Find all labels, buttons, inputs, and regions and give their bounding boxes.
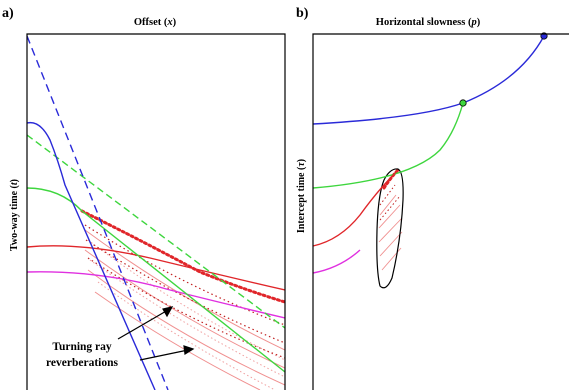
pink-hatch-lines — [378, 194, 403, 271]
magenta-arrival-curve — [27, 271, 285, 319]
blue-arrival-curve — [27, 121, 156, 390]
panel-b-plot — [312, 32, 569, 390]
red-bold-dotted-curve — [80, 209, 285, 304]
tau-p-loop — [376, 168, 404, 289]
green-dashed-line — [27, 134, 285, 329]
annotation-line-1: Turning ray — [52, 341, 112, 353]
annotation-arrows — [117, 306, 195, 361]
annotation-line-2: reverberations — [46, 357, 118, 369]
panel-b-ylabel: Intercept time (τ) — [296, 159, 307, 233]
magenta-tau-p-curve — [312, 249, 361, 274]
red-tau-p-curve — [312, 169, 399, 247]
panel-a-label: a) — [2, 6, 14, 21]
red-dotted-hatch — [379, 184, 401, 221]
panel-b-frame — [312, 33, 569, 390]
green-tau-p-curve — [312, 102, 464, 189]
panel-b-title: Horizontal slowness (p) — [376, 17, 481, 28]
panel-a-ylabel: Two-way time (t) — [9, 179, 20, 251]
blue-dashed-line — [27, 35, 169, 390]
red-dotted-reverberations — [84, 224, 285, 359]
panel-a-frame — [26, 33, 286, 390]
panel-b-label: b) — [296, 6, 309, 21]
green-cusp-marker — [459, 99, 467, 107]
blue-tau-p-curve — [312, 35, 545, 125]
panel-a-title: Offset (x) — [134, 17, 177, 28]
panel-a-plot — [26, 33, 286, 390]
pink-dotted-curves — [87, 239, 285, 390]
red-arrival-curve — [27, 245, 285, 291]
green-arrival-curve — [27, 187, 285, 373]
